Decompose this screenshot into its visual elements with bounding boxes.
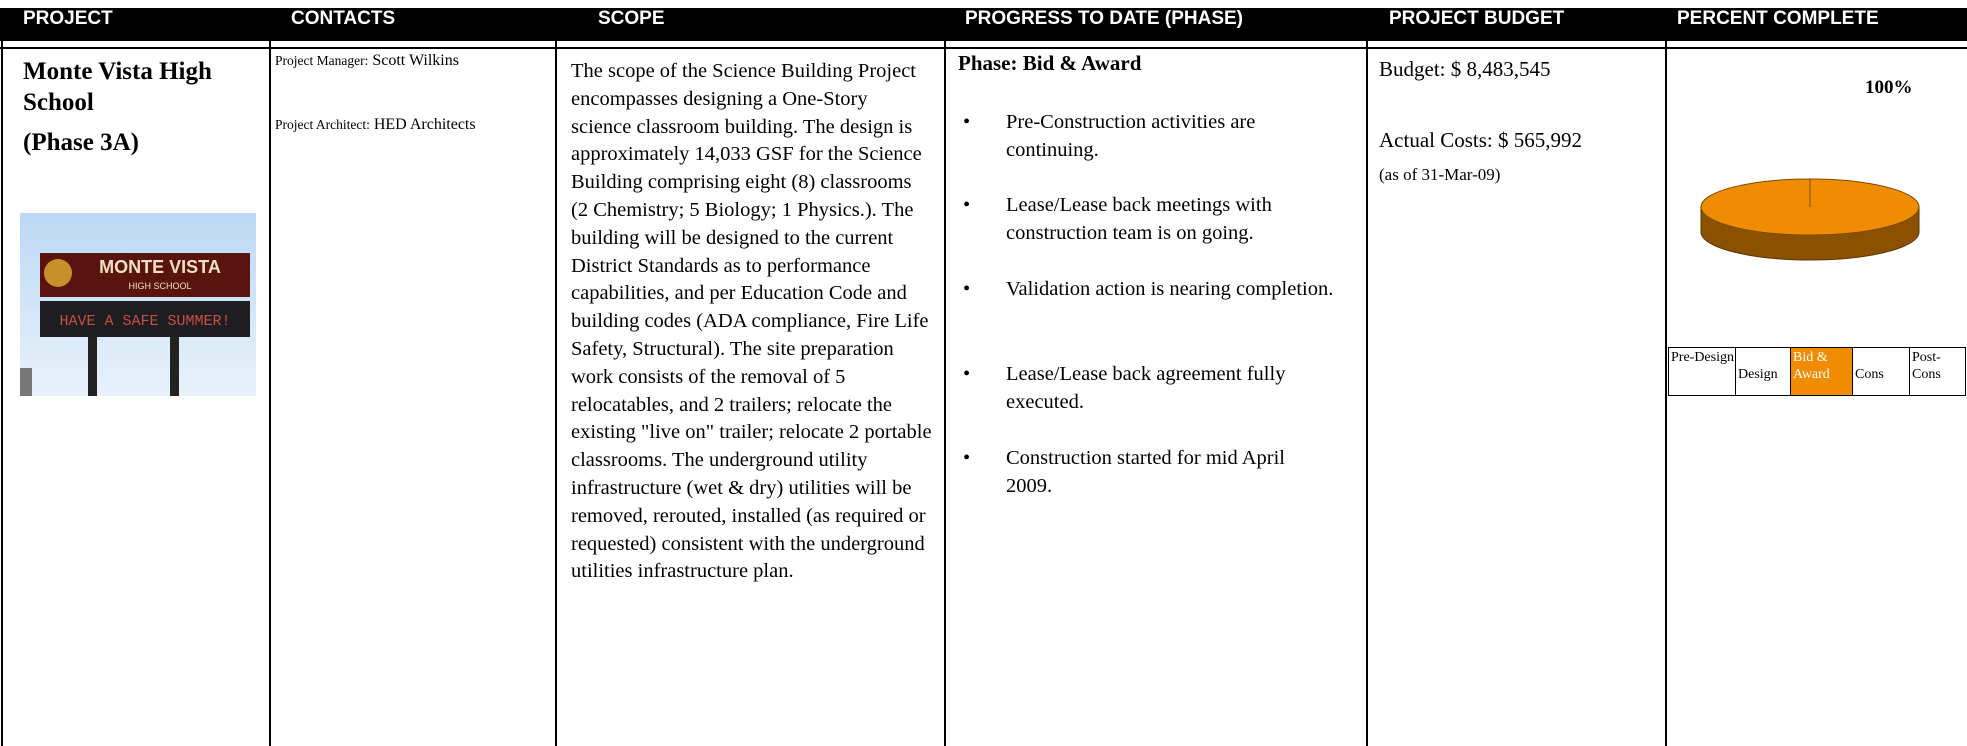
sign-text: HIGH SCHOOL [128, 281, 191, 291]
bullet: • [963, 363, 971, 385]
phase-box: Pre-Design [1668, 347, 1736, 396]
phase-box: Cons [1852, 347, 1910, 396]
progress-text: Pre-Construction activities are continui… [1006, 111, 1256, 161]
column-border [1665, 41, 1667, 746]
column-border [1, 41, 3, 746]
header-label: PROGRESS TO DATE (PHASE) [965, 8, 1243, 29]
pie-chart [1700, 178, 1920, 261]
progress-text: Construction started for mid April 2009. [1006, 447, 1285, 497]
sign-text: HAVE A SAFE SUMMER! [59, 313, 230, 330]
project-photo: MONTE VISTA HIGH SCHOOL HAVE A SAFE SUMM… [20, 213, 256, 396]
bullet: • [963, 111, 971, 133]
progress-text: Lease/Lease back meetings with construct… [1006, 194, 1272, 244]
contact-role: Project Architect: [275, 117, 370, 132]
header-label: PROJECT BUDGET [1389, 8, 1565, 29]
bullet: • [963, 278, 971, 300]
project-name: Monte Vista High School [23, 58, 212, 116]
project-phase: (Phase 3A) [23, 129, 139, 156]
as-of: (as of 31-Mar-09) [1379, 165, 1501, 184]
phase-box: Bid & Award [1790, 347, 1853, 396]
progress-text: Validation action is nearing completion. [1006, 278, 1334, 300]
header-label: PROJECT [23, 8, 113, 29]
budget: Budget: $ 8,483,545 [1379, 57, 1551, 81]
contact: Project Architect: HED Architects [275, 116, 476, 134]
column-border [555, 41, 557, 746]
percent-label: 100% [1865, 77, 1913, 98]
header-label: PERCENT COMPLETE [1677, 8, 1879, 29]
contact-name: Scott Wilkins [372, 52, 459, 69]
contact-name: HED Architects [373, 116, 476, 133]
progress-phase: Phase: Bid & Award [958, 51, 1142, 75]
header-label: CONTACTS [291, 8, 396, 29]
header-bar: PROJECT CONTACTS SCOPE PROGRESS TO DATE … [0, 8, 1967, 41]
sign-text: MONTE VISTA [99, 257, 221, 277]
contact: Project Manager: Scott Wilkins [275, 52, 459, 70]
bullet: • [963, 447, 971, 469]
row-border [0, 47, 1967, 49]
phase-box: Post-Cons [1909, 347, 1966, 396]
header-label: SCOPE [598, 8, 665, 29]
bullet: • [963, 194, 971, 216]
actual-costs: Actual Costs: $ 565,992 [1379, 128, 1582, 152]
column-border [944, 41, 946, 746]
scope-text: The scope of the Science Building Projec… [571, 60, 932, 583]
column-border [1366, 41, 1368, 746]
contact-role: Project Manager: [275, 53, 369, 68]
column-border [269, 41, 271, 746]
progress-text: Lease/Lease back agreement fully execute… [1006, 363, 1286, 413]
phase-box: Design [1735, 347, 1791, 396]
